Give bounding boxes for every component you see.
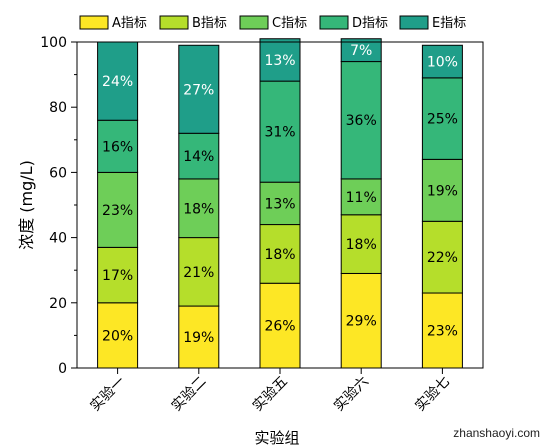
- bar-segment: [340, 178, 382, 216]
- x-tick-label: 实验五: [250, 374, 291, 415]
- legend-swatch: [79, 15, 109, 30]
- data-label: 14%: [183, 149, 214, 165]
- y-tick-label: 80: [49, 100, 67, 116]
- data-label: 18%: [346, 237, 377, 253]
- legend-label: E指标: [432, 16, 466, 31]
- legend: A指标 B指标 C指标 D指标 E指标: [79, 15, 466, 31]
- legend-swatch: [399, 15, 429, 30]
- x-axis-title: 实验组: [254, 429, 299, 447]
- data-label: 19%: [427, 183, 458, 199]
- legend-swatch: [239, 15, 269, 30]
- bar-segment: [421, 292, 463, 369]
- bar-segment: [340, 214, 382, 274]
- data-label: 24%: [102, 74, 133, 90]
- bar-segment: [178, 132, 220, 180]
- data-label: 31%: [264, 125, 295, 141]
- data-label: 7%: [350, 43, 372, 59]
- data-label: 16%: [102, 139, 133, 155]
- x-tick-label: 实验六: [331, 374, 372, 415]
- data-label: 23%: [427, 324, 458, 340]
- x-tick-label: 实验一: [87, 374, 128, 415]
- y-tick-label: 40: [49, 231, 67, 247]
- x-tick-label: 实验七: [412, 374, 453, 415]
- bar-segment: [421, 44, 463, 79]
- bar-segment: [259, 38, 301, 82]
- bar-segment: [178, 178, 220, 239]
- data-label: 13%: [264, 196, 295, 212]
- watermark: zhanshaoyi.com: [447, 425, 546, 441]
- bar-segment: [340, 272, 382, 369]
- legend-swatch: [159, 15, 189, 30]
- bar-segment: [97, 246, 139, 304]
- data-label: 18%: [183, 201, 214, 217]
- data-label: 13%: [264, 53, 295, 69]
- legend-swatch: [319, 15, 349, 30]
- bar-segment: [340, 61, 382, 180]
- legend-label: D指标: [352, 16, 388, 31]
- bar-segment: [97, 119, 139, 173]
- bar-segment: [178, 237, 220, 307]
- bar-segment: [97, 302, 139, 369]
- data-label: 22%: [427, 250, 458, 266]
- bar-segment: [178, 305, 220, 369]
- bar-segment: [97, 41, 139, 121]
- data-label: 27%: [183, 82, 214, 98]
- data-label: 11%: [346, 190, 377, 206]
- data-label: 19%: [183, 330, 214, 346]
- data-label: 21%: [183, 265, 214, 281]
- data-label: 18%: [264, 247, 295, 263]
- data-label: 25%: [427, 112, 458, 128]
- data-label: 17%: [102, 268, 133, 284]
- data-label: 26%: [264, 319, 295, 335]
- bar-segment: [340, 38, 382, 63]
- bar-segment: [259, 282, 301, 369]
- bar-segment: [421, 158, 463, 222]
- bars: 20% 17% 23% 16% 24% 19% 21% 18% 14% 27% 26% 18% 13% 3…: [97, 38, 463, 369]
- y-tick-label: 20: [49, 296, 67, 312]
- y-tick-label: 60: [49, 165, 67, 181]
- data-label: 20%: [102, 328, 133, 344]
- bar-segment: [259, 224, 301, 284]
- bar-segment: [259, 181, 301, 226]
- legend-label: C指标: [272, 16, 307, 31]
- legend-label: B指标: [192, 16, 227, 31]
- x-tick-label: 实验二: [169, 374, 210, 415]
- y-tick-label: 100: [40, 35, 67, 51]
- y-axis-title: 浓度 (mg/L): [17, 160, 36, 250]
- data-label: 29%: [346, 314, 377, 330]
- data-label: 23%: [102, 203, 133, 219]
- data-label: 10%: [427, 55, 458, 71]
- data-label: 36%: [346, 113, 377, 129]
- legend-label: A指标: [112, 16, 147, 31]
- y-tick-label: 0: [58, 361, 67, 377]
- bar-segment: [178, 44, 220, 134]
